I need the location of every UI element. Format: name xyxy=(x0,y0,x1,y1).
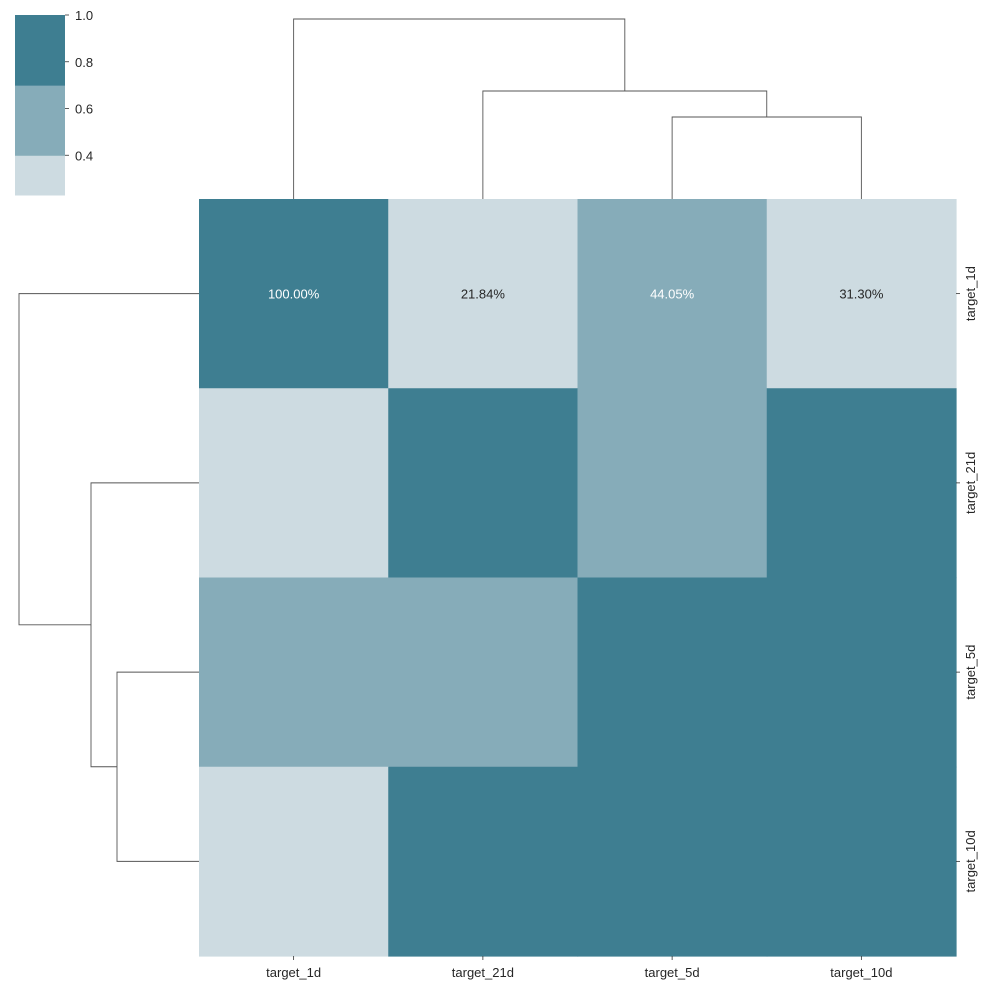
cell-value-label: 100.00% xyxy=(268,287,320,302)
y-tick-label: target_10d xyxy=(963,830,978,892)
dendrogram-link xyxy=(90,482,199,768)
colorbar-tick-label: 1.0 xyxy=(75,8,93,23)
x-tick-label: target_1d xyxy=(266,965,321,980)
heatmap-cell xyxy=(199,577,389,768)
heatmap-cell xyxy=(388,388,579,579)
heatmap-cell xyxy=(577,577,768,768)
dendrogram-link xyxy=(116,671,199,862)
dendrogram-link xyxy=(293,18,626,199)
heatmap-cell xyxy=(388,199,579,389)
heatmap-cell xyxy=(766,577,957,768)
dendrogram-link xyxy=(482,90,768,199)
heatmap-cell xyxy=(388,766,579,957)
x-tick-label: target_5d xyxy=(645,965,700,980)
x-tick-label: target_21d xyxy=(452,965,514,980)
colorbar-segment xyxy=(15,155,65,196)
heatmap-cell xyxy=(577,388,768,579)
colorbar-tick-label: 0.8 xyxy=(75,55,93,70)
y-tick-label: target_5d xyxy=(963,645,978,700)
cell-value-label: 44.05% xyxy=(650,287,695,302)
dendrogram-link xyxy=(671,116,862,199)
heatmap-cell xyxy=(199,388,389,579)
heatmap-cell xyxy=(199,199,389,389)
heatmap-grid: 100.00% 21.84% 44.05% 31.30% xyxy=(199,199,957,957)
heatmap-cell xyxy=(388,577,579,768)
colorbar-tick-label: 0.6 xyxy=(75,102,93,117)
colorbar: 0.4 0.6 0.8 1.0 xyxy=(15,8,93,196)
heatmap-cell xyxy=(766,388,957,579)
x-tick-labels: target_1d target_21d target_5d target_10d xyxy=(266,956,892,980)
y-tick-label: target_1d xyxy=(963,266,978,321)
cell-value-label: 31.30% xyxy=(839,287,884,302)
colorbar-tick-label: 0.4 xyxy=(75,148,93,163)
x-tick-label: target_10d xyxy=(830,965,892,980)
heatmap-cell xyxy=(577,766,768,957)
colorbar-segment xyxy=(15,85,65,156)
heatmap-cell xyxy=(766,199,957,389)
heatmap-cell xyxy=(766,766,957,957)
colorbar-segment xyxy=(15,15,65,86)
row-dendrogram xyxy=(18,293,199,862)
column-dendrogram xyxy=(293,18,862,199)
heatmap-cell xyxy=(577,199,768,389)
heatmap-cell xyxy=(199,766,389,957)
y-tick-labels: target_1d target_21d target_5d target_10d xyxy=(956,266,978,892)
dendrogram-link xyxy=(18,293,199,626)
y-tick-label: target_21d xyxy=(963,452,978,514)
cell-value-label: 21.84% xyxy=(461,287,506,302)
